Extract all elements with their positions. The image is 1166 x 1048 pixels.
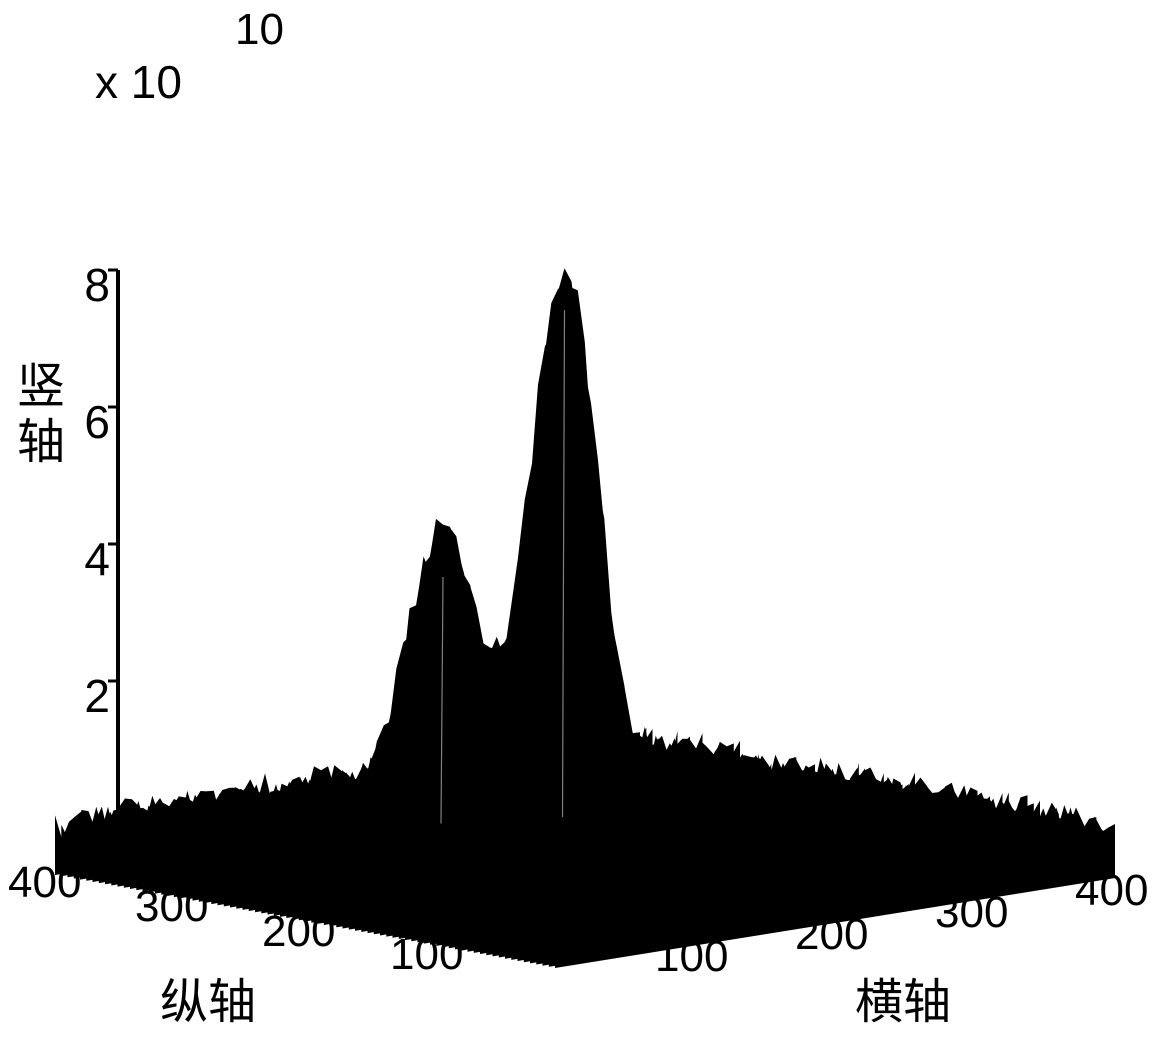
- plot-svg: [0, 0, 1166, 1048]
- axes-group: [108, 270, 118, 818]
- chart-3d-surface: x 10 10 8 6 4 2 竖轴 400 300 200 100 100 2…: [0, 0, 1166, 1048]
- surface-group: [55, 268, 1115, 968]
